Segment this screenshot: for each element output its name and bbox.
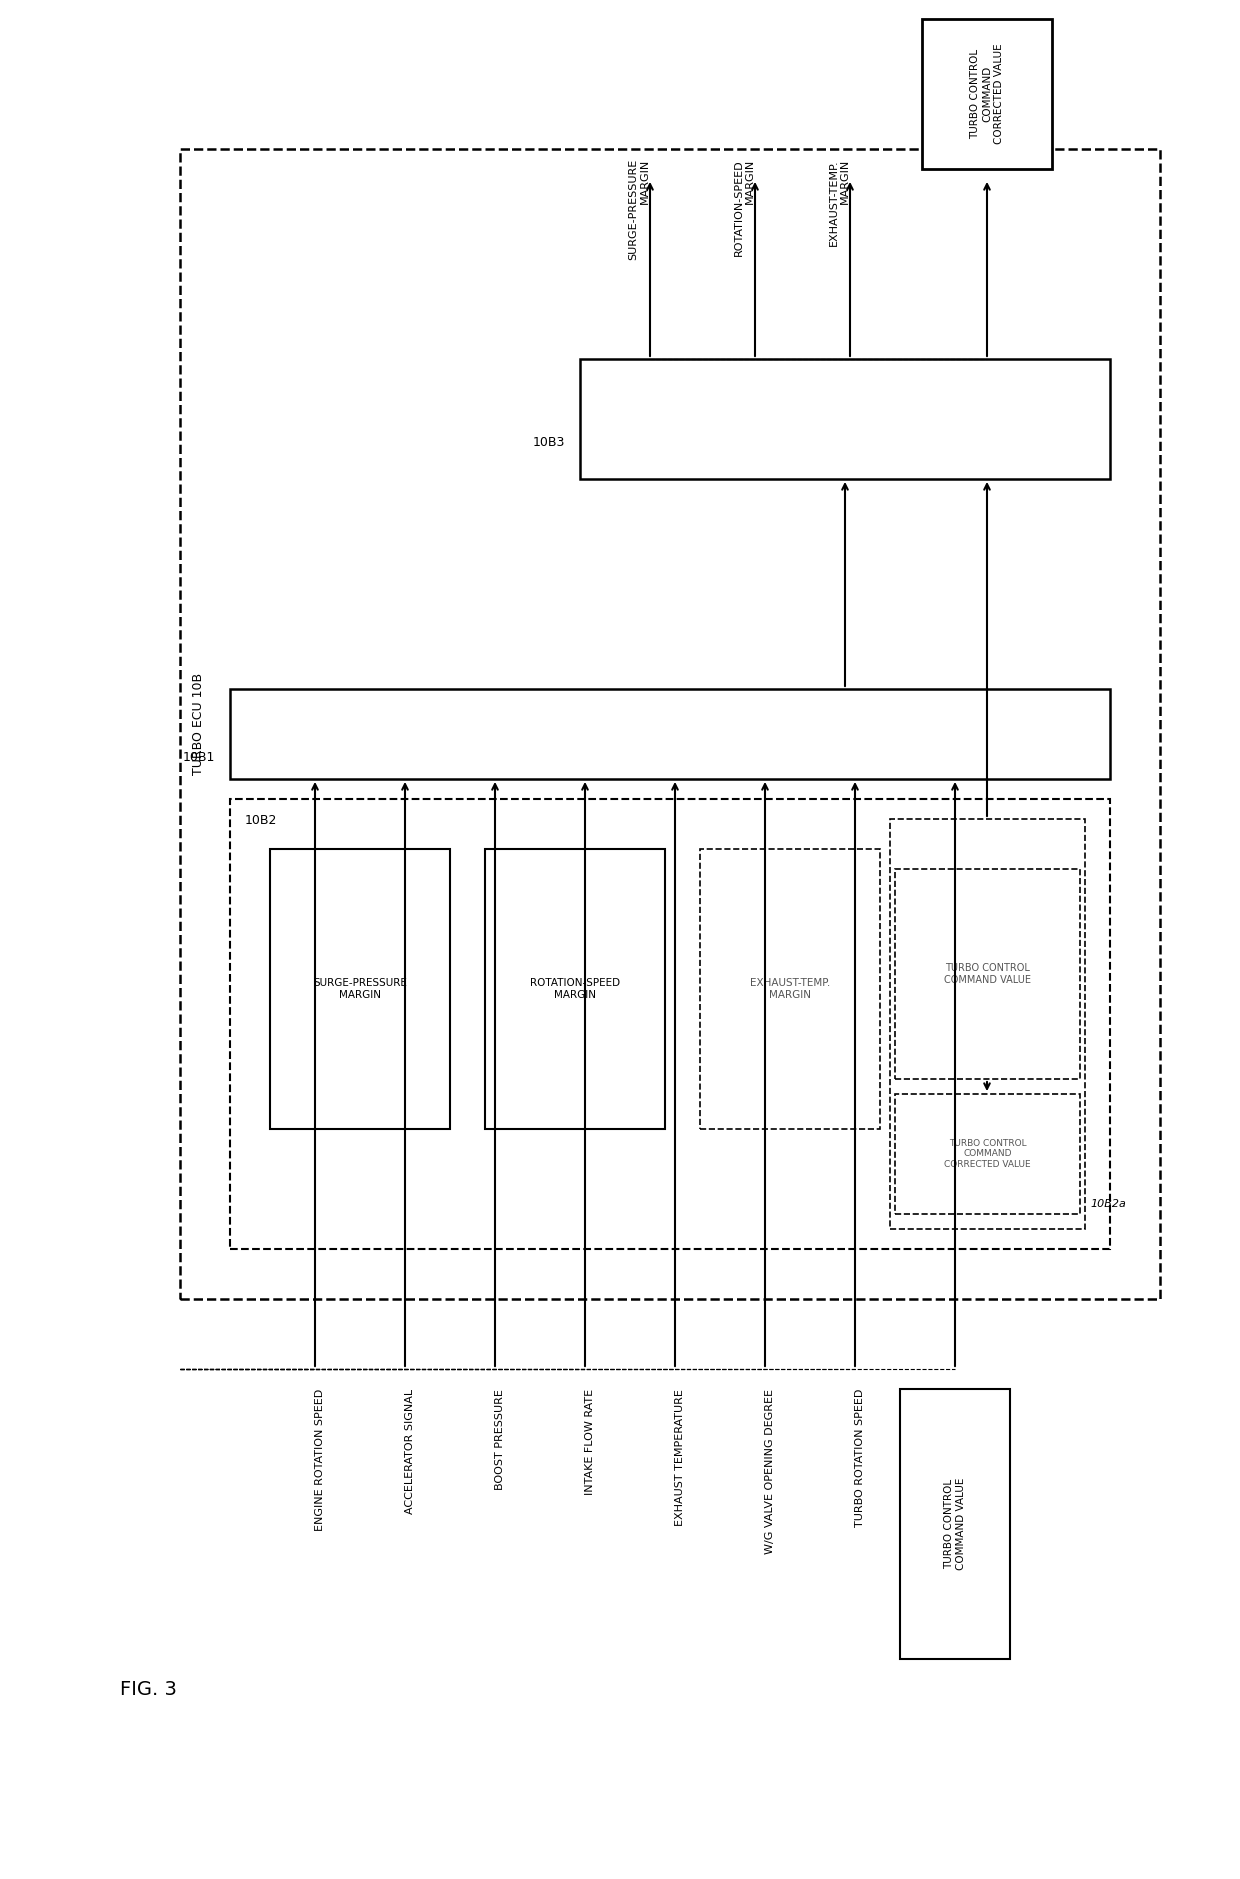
- Text: ROTATION-SPEED
MARGIN: ROTATION-SPEED MARGIN: [529, 979, 620, 1000]
- Bar: [923, 19, 1052, 169]
- Text: ENGINE ROTATION SPEED: ENGINE ROTATION SPEED: [315, 1389, 325, 1531]
- Text: SURGE-PRESSURE
MARGIN: SURGE-PRESSURE MARGIN: [312, 979, 407, 1000]
- Bar: [180, 148, 1159, 1298]
- Text: BOOST PRESSURE: BOOST PRESSURE: [495, 1389, 505, 1490]
- Text: TURBO CONTROL
COMMAND
CORRECTED VALUE: TURBO CONTROL COMMAND CORRECTED VALUE: [944, 1139, 1030, 1169]
- Bar: [229, 799, 1110, 1250]
- Bar: [485, 849, 665, 1129]
- Text: ACCELERATOR SIGNAL: ACCELERATOR SIGNAL: [405, 1389, 415, 1514]
- Bar: [895, 868, 1080, 1079]
- Text: ROTATION-SPEED
MARGIN: ROTATION-SPEED MARGIN: [733, 160, 755, 256]
- Text: SURGE-PRESSURE
MARGIN: SURGE-PRESSURE MARGIN: [629, 160, 650, 261]
- Text: EXHAUST-TEMP.
MARGIN: EXHAUST-TEMP. MARGIN: [828, 160, 849, 246]
- Text: TURBO CONTROL
COMMAND VALUE: TURBO CONTROL COMMAND VALUE: [944, 1477, 966, 1571]
- Text: TURBO ROTATION SPEED: TURBO ROTATION SPEED: [856, 1389, 866, 1528]
- Text: W/G VALVE OPENING DEGREE: W/G VALVE OPENING DEGREE: [765, 1389, 775, 1554]
- Text: 10B1: 10B1: [182, 752, 215, 765]
- Text: EXHAUST TEMPERATURE: EXHAUST TEMPERATURE: [675, 1389, 684, 1526]
- Bar: [580, 359, 1110, 479]
- Text: 10B2a: 10B2a: [1090, 1199, 1126, 1208]
- Text: TURBO CONTROL
COMMAND
CORRECTED VALUE: TURBO CONTROL COMMAND CORRECTED VALUE: [971, 43, 1003, 145]
- Text: INTAKE FLOW RATE: INTAKE FLOW RATE: [585, 1389, 595, 1496]
- Text: FIG. 3: FIG. 3: [120, 1680, 177, 1699]
- Text: EXHAUST-TEMP.
MARGIN: EXHAUST-TEMP. MARGIN: [750, 979, 830, 1000]
- Bar: [701, 849, 880, 1129]
- Bar: [900, 1389, 1011, 1659]
- Bar: [890, 819, 1085, 1229]
- Bar: [895, 1094, 1080, 1214]
- Text: 10B3: 10B3: [533, 436, 565, 449]
- Bar: [229, 690, 1110, 780]
- Text: 10B2: 10B2: [246, 814, 278, 827]
- Bar: [270, 849, 450, 1129]
- Text: TURBO CONTROL
COMMAND VALUE: TURBO CONTROL COMMAND VALUE: [944, 964, 1030, 985]
- Text: TURBO ECU 10B: TURBO ECU 10B: [191, 673, 205, 774]
